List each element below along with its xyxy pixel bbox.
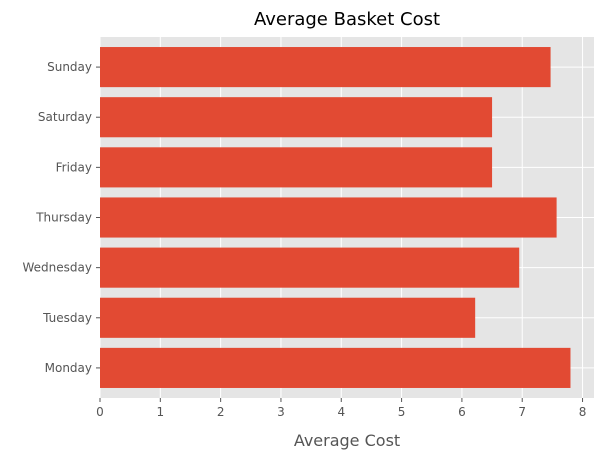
bar-tuesday	[100, 297, 476, 338]
y-axis-ticks: Monday Tuesday Wednesday Thursday Friday Satu…	[23, 60, 100, 375]
bars	[100, 47, 571, 388]
x-tick-label: 5	[398, 405, 406, 419]
y-tick-label: Tuesday	[42, 311, 92, 325]
x-tick-label: 6	[458, 405, 466, 419]
y-tick-label: Friday	[56, 160, 92, 174]
bar-monday	[100, 347, 571, 388]
y-tick-label: Thursday	[35, 211, 92, 225]
bar-thursday	[100, 197, 557, 238]
x-axis-label: Average Cost	[294, 431, 400, 450]
bar-saturday	[100, 97, 493, 138]
x-tick-label: 2	[217, 405, 225, 419]
x-axis-ticks: 0 1 2 3 4 5 6 7 8	[96, 398, 586, 419]
bar-wednesday	[100, 247, 520, 288]
x-tick-label: 1	[156, 405, 164, 419]
y-tick-label: Saturday	[38, 110, 92, 124]
x-tick-label: 3	[277, 405, 285, 419]
chart-title: Average Basket Cost	[254, 9, 440, 30]
x-tick-label: 4	[337, 405, 345, 419]
bar-sunday	[100, 47, 551, 88]
bar-friday	[100, 147, 493, 188]
x-tick-label: 8	[579, 405, 587, 419]
y-tick-label: Sunday	[47, 60, 92, 74]
y-tick-label: Monday	[45, 361, 92, 375]
x-tick-label: 7	[518, 405, 526, 419]
x-tick-label: 0	[96, 405, 104, 419]
y-tick-label: Wednesday	[23, 261, 92, 275]
